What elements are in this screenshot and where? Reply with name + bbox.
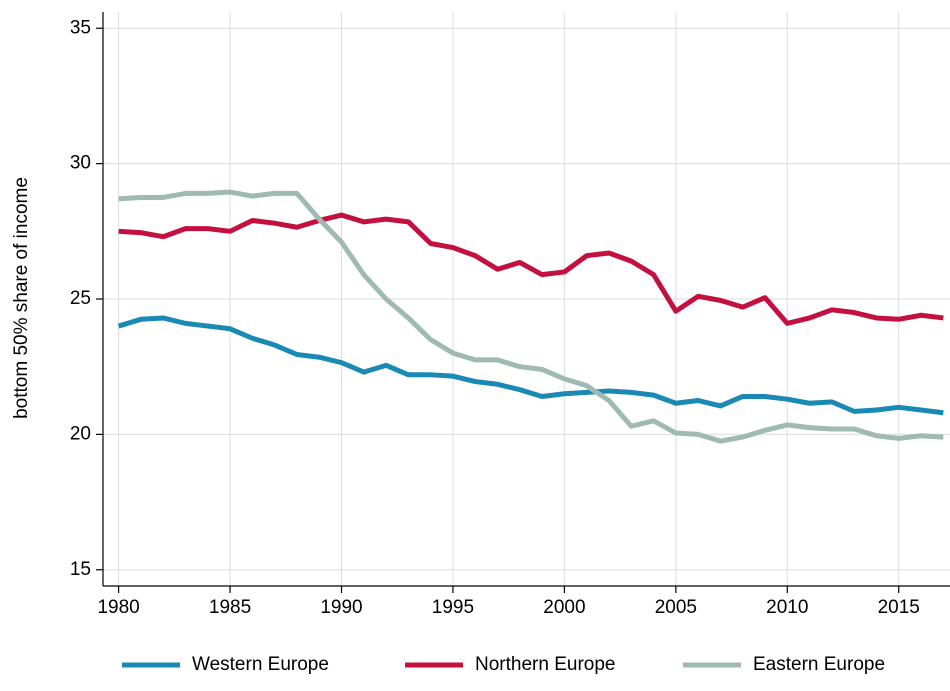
x-tick-label: 1980 [97, 597, 139, 618]
y-axis-label: bottom 50% share of income [11, 177, 32, 419]
legend-label: Northern Europe [475, 654, 615, 675]
x-tick-label: 1995 [432, 597, 474, 618]
y-tick-label: 35 [70, 17, 91, 38]
legend-label: Western Europe [192, 654, 329, 675]
x-tick-label: 2000 [543, 597, 585, 618]
x-tick-label: 2005 [655, 597, 697, 618]
x-tick-label: 1985 [209, 597, 251, 618]
line-series [117, 315, 944, 416]
y-tick-label: 15 [70, 559, 91, 580]
x-tick-label: 2015 [878, 597, 920, 618]
x-tick-label: 2010 [766, 597, 808, 618]
y-tick-label: 20 [70, 423, 91, 444]
y-tick-label: 30 [70, 153, 91, 174]
legend-label: Eastern Europe [753, 654, 885, 675]
line-series [118, 189, 944, 444]
x-tick-label: 1990 [320, 597, 362, 618]
line-series [118, 212, 944, 326]
y-tick-label: 25 [70, 288, 91, 309]
